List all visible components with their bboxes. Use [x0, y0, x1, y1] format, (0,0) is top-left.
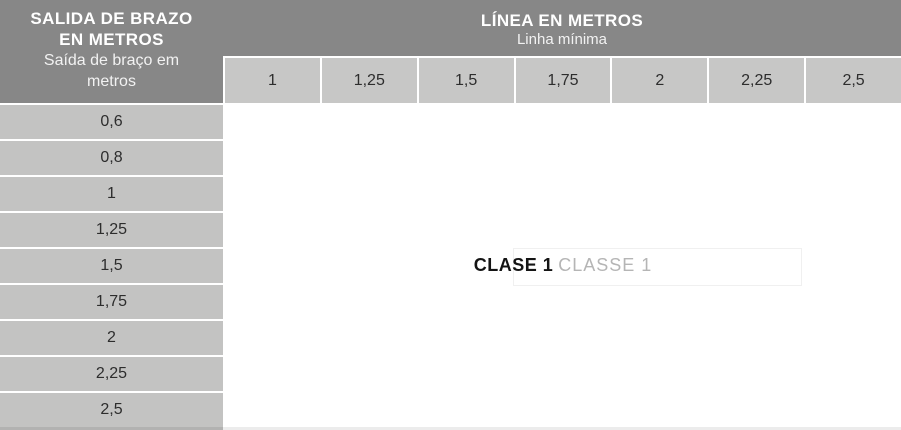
column-header-cell: 1,5	[418, 58, 514, 103]
column-header-cell: 2,5	[806, 58, 901, 103]
class-label-secondary: CLASSE 1	[558, 254, 653, 275]
row-labels-column: 0,6 0,8 1 1,25 1,5 1,75 2 2,25 2,5	[0, 105, 223, 427]
row-label-cell: 1	[0, 177, 223, 211]
linea-title: LÍNEA EN METROS	[480, 10, 644, 30]
column-header-cell: 2,25	[709, 58, 805, 103]
row-label-cell: 1,75	[0, 285, 223, 319]
row-label-cell: 2,5	[0, 393, 223, 427]
linea-header-band: LÍNEA EN METROS Linha mínima	[223, 0, 901, 56]
column-header-cell: 1,75	[515, 58, 611, 103]
class-highlight-box	[513, 248, 802, 286]
linea-subtitle: Linha mínima	[516, 30, 608, 48]
corner-subtitle: Saída de braço em metros	[43, 52, 180, 90]
row-label-cell: 0,8	[0, 141, 223, 175]
bottom-border-right	[223, 427, 901, 430]
column-headers-row: 1 1,25 1,5 1,75 2 2,25 2,5	[225, 58, 901, 103]
column-header-cell: 2	[612, 58, 708, 103]
bottom-border-left	[0, 427, 223, 430]
row-label-cell: 1,25	[0, 213, 223, 247]
corner-title: SALIDA DE BRAZO EN METROS	[30, 9, 193, 49]
class-label: CLASE 1 CLASSE 1	[474, 255, 653, 276]
row-label-cell: 1,5	[0, 249, 223, 283]
row-label-cell: 2,25	[0, 357, 223, 391]
class-label-primary: CLASE 1	[473, 254, 554, 275]
corner-header-cell: SALIDA DE BRAZO EN METROS Saída de braço…	[0, 0, 223, 103]
column-header-cell: 1,25	[321, 58, 417, 103]
table-body: CLASE 1 CLASSE 1	[225, 103, 901, 427]
row-label-cell: 2	[0, 321, 223, 355]
row-label-cell: 0,6	[0, 105, 223, 139]
column-header-cell: 1	[225, 58, 320, 103]
